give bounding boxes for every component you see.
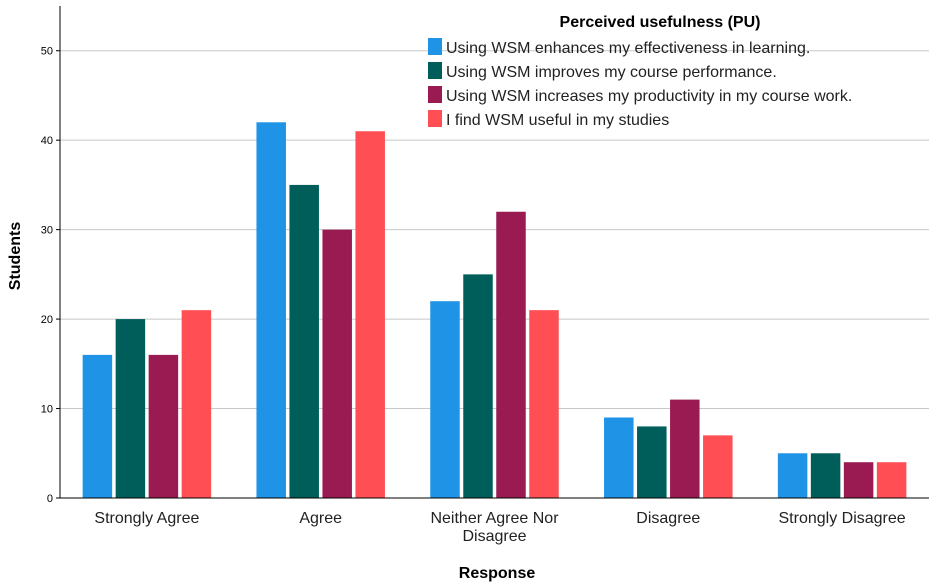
- bar: [810, 453, 841, 498]
- bar: [463, 274, 493, 498]
- bar: [604, 417, 634, 498]
- x-category-label: Disagree: [636, 510, 700, 527]
- legend-entry: Using WSM improves my course performance…: [446, 64, 777, 81]
- bar: [777, 453, 808, 498]
- legend-swatch: [428, 86, 442, 103]
- bar: [637, 426, 667, 498]
- bar: [181, 310, 212, 498]
- bar: [703, 435, 733, 498]
- legend-entry: Using WSM increases my productivity in m…: [446, 88, 852, 105]
- bar: [843, 462, 874, 498]
- bars: [82, 122, 907, 499]
- bar: [115, 319, 146, 498]
- x-category-label: Agree: [299, 510, 342, 527]
- y-tick-label: 40: [41, 135, 53, 147]
- y-tick-label: 20: [41, 314, 53, 326]
- legend-entry: I find WSM useful in my studies: [446, 112, 669, 129]
- x-axis-title: Response: [459, 565, 536, 582]
- y-tick-label: 0: [47, 493, 53, 505]
- bar: [529, 310, 559, 498]
- bar: [355, 131, 385, 498]
- bar: [289, 184, 319, 498]
- x-category-label: Neither Agree Nor Disagree: [430, 510, 559, 545]
- bar: [430, 301, 460, 498]
- legend-swatch: [428, 38, 442, 55]
- x-category-label: Strongly Disagree: [779, 510, 906, 527]
- bar: [256, 122, 286, 499]
- x-category-label: Strongly Agree: [94, 510, 199, 527]
- bar: [322, 229, 352, 499]
- legend-entry: Using WSM enhances my effectiveness in l…: [446, 40, 810, 57]
- bar: [670, 399, 700, 498]
- x-category-labels: Strongly Agree Agree Neither Agree Nor Disa…: [94, 510, 905, 545]
- bar: [876, 462, 907, 498]
- legend-swatch: [428, 110, 442, 127]
- legend: Perceived usefulness (PU) Using WSM enha…: [428, 14, 852, 129]
- legend-swatch: [428, 62, 442, 79]
- y-tick-label: 50: [41, 46, 53, 58]
- axes: [56, 6, 929, 499]
- y-tick-labels: 0 10 20 30 40 50: [41, 46, 53, 505]
- bar: [496, 211, 526, 498]
- y-tick-label: 10: [41, 404, 53, 416]
- bar: [82, 354, 113, 498]
- y-tick-label: 30: [41, 225, 53, 237]
- bar: [148, 354, 179, 498]
- legend-title: Perceived usefulness (PU): [560, 14, 761, 31]
- y-axis-title: Students: [7, 222, 24, 291]
